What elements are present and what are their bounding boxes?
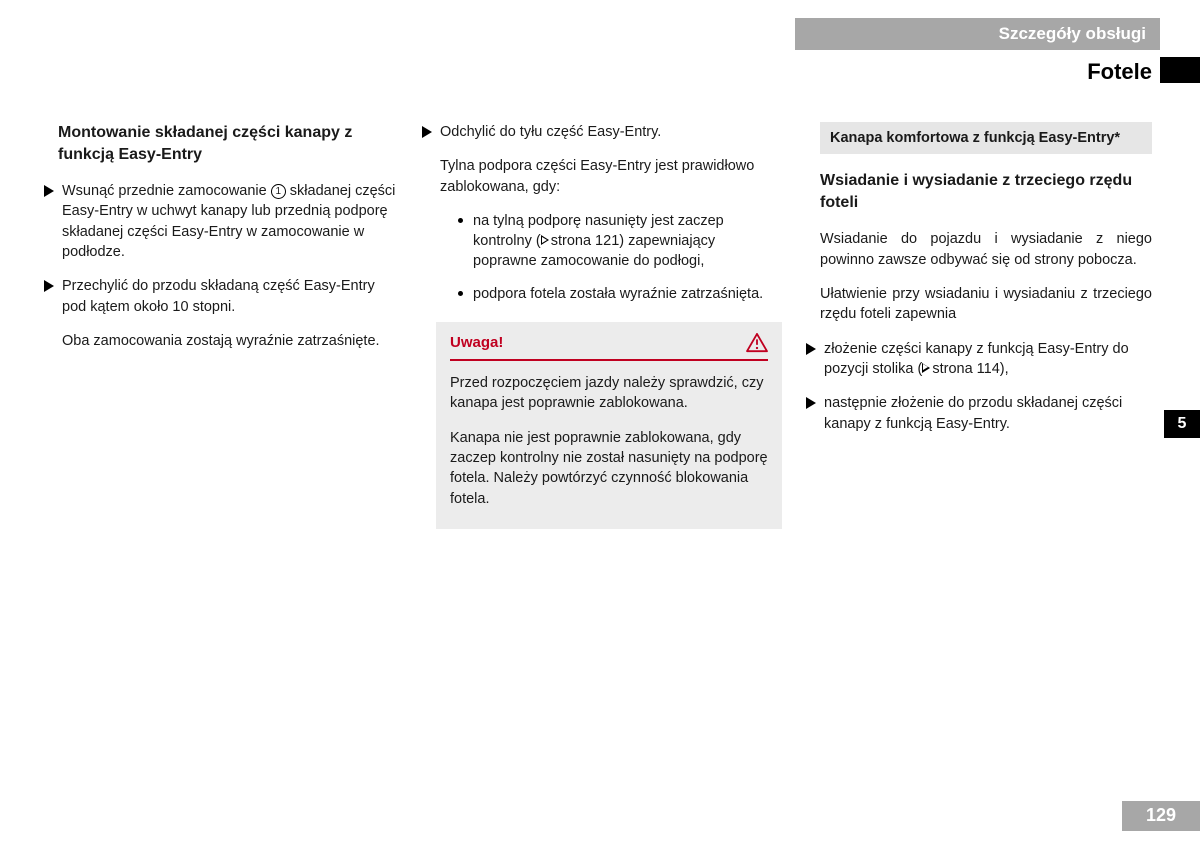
- triangle-bullet-icon: [806, 397, 816, 409]
- col2-bullet-2: podpora fotela została wyraźnie zatrzaśn…: [458, 284, 782, 304]
- page-ref-icon: [922, 363, 930, 373]
- col3-step-1-text: złożenie części kanapy z funkcją Easy-En…: [824, 339, 1152, 380]
- page-number-box: 129: [1122, 801, 1200, 831]
- col1-step-2: Przechylić do przodu składaną część Easy…: [44, 276, 398, 317]
- chapter-tab-number: 5: [1178, 413, 1187, 435]
- page-number: 129: [1146, 803, 1176, 828]
- triangle-bullet-icon: [44, 280, 54, 292]
- warning-p2: Kanapa nie jest poprawnie zablokowana, g…: [450, 428, 768, 509]
- warning-title: Uwaga!: [450, 332, 503, 353]
- col3-step-1: złożenie części kanapy z funkcją Easy-En…: [806, 339, 1152, 380]
- col2-bullet-1: na tylną podporę nasunięty jest zaczep k…: [458, 211, 782, 272]
- dot-bullet-icon: [458, 291, 463, 296]
- warning-triangle-icon: [746, 333, 768, 353]
- col1-step-1: Wsunąć przednie zamocowanie 1 składanej …: [44, 181, 398, 262]
- col2-bullet-1-text: na tylną podporę nasunięty jest zaczep k…: [473, 211, 782, 272]
- col1-note: Oba zamocowania zostają wyraźnie zatrzaś…: [62, 331, 398, 351]
- col2-lead: Tylna podpora części Easy-Entry jest pra…: [440, 156, 782, 197]
- text-fragment: strona 114),: [928, 361, 1008, 377]
- triangle-bullet-icon: [806, 343, 816, 355]
- col2-step-text: Odchylić do tyłu część Easy-Entry.: [440, 122, 782, 142]
- content-columns: Montowanie składanej części kanapy z fun…: [58, 122, 1152, 529]
- page-ref-icon: [541, 235, 549, 245]
- col3-heading: Wsiadanie i wysiadanie z trzeciego rzędu…: [820, 170, 1152, 213]
- header-black-tab: [1160, 57, 1200, 83]
- triangle-bullet-icon: [44, 185, 54, 197]
- chapter-tab: 5: [1164, 410, 1200, 438]
- column-3: Kanapa komfortowa z funkcją Easy-Entry* …: [820, 122, 1152, 529]
- col2-bullet-2-text: podpora fotela została wyraźnie zatrzaśn…: [473, 284, 763, 304]
- col3-step-2-text: następnie złożenie do przodu składanej c…: [824, 393, 1152, 434]
- col3-p2: Ułatwienie przy wsiadaniu i wysiadaniu z…: [820, 284, 1152, 325]
- col3-p1: Wsiadanie do pojazdu i wysiadanie z nieg…: [820, 229, 1152, 270]
- col1-step-2-text: Przechylić do przodu składaną część Easy…: [62, 276, 398, 317]
- column-1: Montowanie składanej części kanapy z fun…: [58, 122, 398, 529]
- col3-step-2: następnie złożenie do przodu składanej c…: [806, 393, 1152, 434]
- col3-band: Kanapa komfortowa z funkcją Easy-Entry*: [820, 122, 1152, 154]
- col1-step-1-text: Wsunąć przednie zamocowanie 1 składanej …: [62, 181, 398, 262]
- col1-heading: Montowanie składanej części kanapy z fun…: [58, 122, 398, 165]
- warning-box: Uwaga! Przed rozpoczęciem jazdy należy s…: [436, 322, 782, 529]
- col2-step: Odchylić do tyłu część Easy-Entry.: [422, 122, 782, 142]
- section-title: Fotele: [1087, 57, 1152, 88]
- column-2: Odchylić do tyłu część Easy-Entry. Tylna…: [436, 122, 782, 529]
- dot-bullet-icon: [458, 218, 463, 223]
- warning-header: Uwaga!: [450, 332, 768, 361]
- warning-p1: Przed rozpoczęciem jazdy należy sprawdzi…: [450, 373, 768, 414]
- callout-number-icon: 1: [271, 184, 286, 199]
- triangle-bullet-icon: [422, 126, 432, 138]
- header-band-text: Szczegóły obsługi: [999, 22, 1146, 46]
- col2-bullet-list: na tylną podporę nasunięty jest zaczep k…: [458, 211, 782, 304]
- header-band: Szczegóły obsługi: [795, 18, 1160, 50]
- text-fragment: Wsunąć przednie zamocowanie: [62, 183, 271, 199]
